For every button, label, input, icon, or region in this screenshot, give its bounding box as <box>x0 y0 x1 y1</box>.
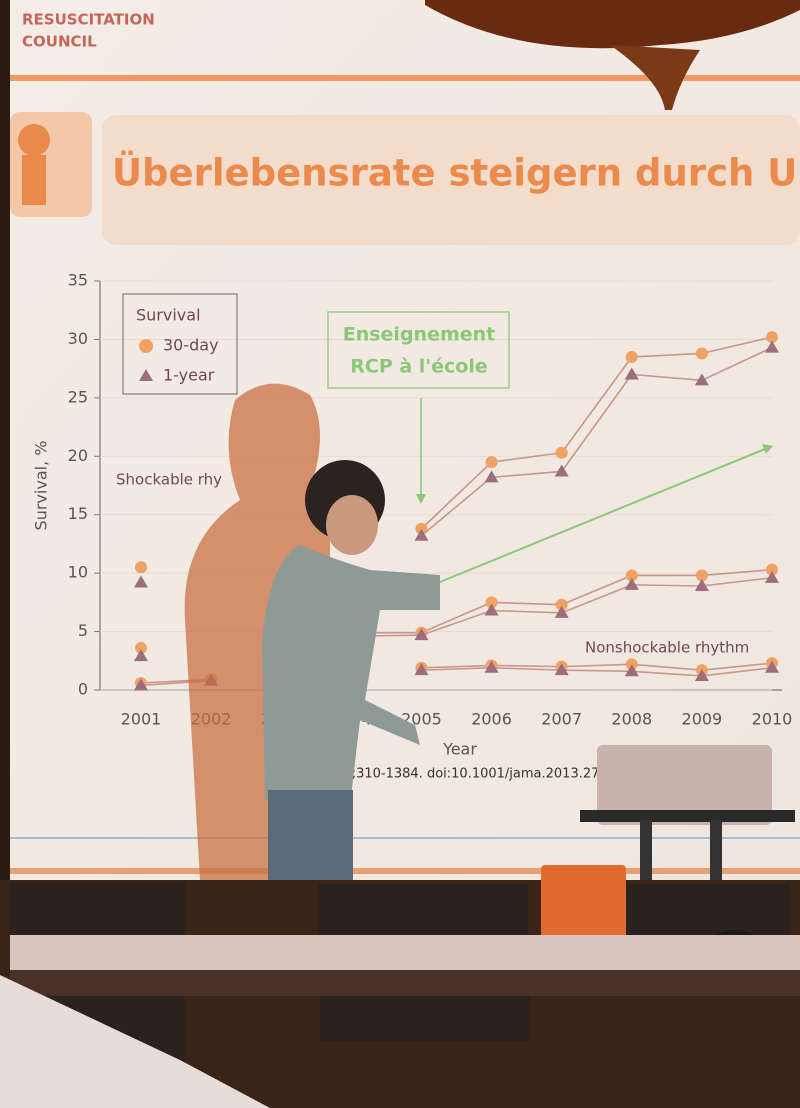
x-tick-label: 2008 <box>611 710 652 729</box>
legend-label: 1-year <box>163 366 215 385</box>
slide-icon <box>18 124 50 156</box>
presenter-face <box>326 495 378 555</box>
table <box>0 975 270 1108</box>
marker <box>695 569 708 582</box>
x-tick-label: 2006 <box>471 710 512 729</box>
marker <box>694 578 709 591</box>
group-label: Nonshockable rhythm <box>585 639 749 657</box>
marker <box>625 569 638 582</box>
legend-marker <box>139 339 153 353</box>
y-tick-label: 15 <box>68 504 88 523</box>
y-tick-label: 35 <box>68 271 88 290</box>
x-tick-label: 2007 <box>541 710 582 729</box>
slide-rule <box>10 75 800 81</box>
projector <box>597 745 772 825</box>
y-tick-label: 0 <box>78 680 88 699</box>
marker <box>624 367 639 380</box>
trend-arrow <box>762 444 773 454</box>
title-bar <box>102 115 800 245</box>
marker <box>625 658 638 671</box>
chair <box>320 996 530 1041</box>
x-axis-label: Year <box>442 740 477 759</box>
orange-case <box>541 865 626 940</box>
chandelier <box>610 45 700 110</box>
marker <box>625 350 638 363</box>
legend-title: Survival <box>136 306 201 325</box>
legend-marker <box>139 369 153 381</box>
marker <box>765 340 779 353</box>
slide-icon <box>22 155 46 205</box>
marker <box>554 663 569 676</box>
marker <box>135 561 147 574</box>
marker <box>554 464 569 477</box>
marker <box>766 563 778 576</box>
marker <box>554 605 569 618</box>
citation: JAMA. 2013;310-1384. doi:10.1001/jama.20… <box>277 767 632 782</box>
marker <box>134 649 148 662</box>
annotation: RCP à l'école <box>350 356 487 378</box>
y-tick-label: 30 <box>68 329 88 348</box>
legend-box <box>122 293 238 395</box>
marker <box>135 641 147 654</box>
marker <box>484 603 499 616</box>
marker <box>414 663 429 676</box>
marker <box>555 446 568 459</box>
x-tick-label: 2001 <box>121 710 162 729</box>
marker <box>766 331 778 344</box>
projector-stand <box>640 820 652 890</box>
y-tick-label: 10 <box>68 563 88 582</box>
table-edge <box>10 970 800 996</box>
marker <box>694 373 709 386</box>
marker <box>485 596 498 609</box>
org-name: COUNCIL <box>22 33 97 51</box>
marker <box>484 470 499 483</box>
marker <box>415 522 428 535</box>
series-line <box>420 346 773 537</box>
legend-label: 30-day <box>163 336 219 355</box>
annotation-arrow <box>416 494 426 504</box>
y-tick-label: 5 <box>78 621 88 640</box>
group-label: Shockable rhy <box>116 471 222 489</box>
slide-title: Überlebensrate steigern durch Unterr <box>112 151 800 195</box>
annotation: Enseignement <box>343 324 496 346</box>
trend-arrow <box>439 446 771 583</box>
marker <box>765 570 779 583</box>
x-tick-label: 2010 <box>752 710 793 729</box>
y-axis-label: Survival, % <box>32 441 51 531</box>
marker <box>484 660 499 673</box>
marker <box>624 664 639 677</box>
projector-stand <box>580 810 795 822</box>
projector-stand <box>710 820 722 890</box>
marker <box>414 628 429 641</box>
slide-rule <box>10 868 800 874</box>
marker <box>485 456 498 469</box>
marker <box>624 577 639 590</box>
marker <box>134 575 148 588</box>
marker <box>695 347 708 360</box>
series-line <box>420 336 773 530</box>
annotation-box <box>327 311 510 389</box>
marker <box>694 668 709 681</box>
chandelier <box>425 0 800 49</box>
org-name: RESUSCITATION <box>22 11 155 29</box>
marker <box>134 678 148 691</box>
table <box>10 935 800 975</box>
x-tick-label: 2009 <box>682 710 723 729</box>
marker <box>414 528 429 541</box>
marker <box>555 598 568 611</box>
y-tick-label: 20 <box>68 446 88 465</box>
y-tick-label: 25 <box>68 387 88 406</box>
marker <box>765 660 779 673</box>
presenter-body <box>262 545 440 805</box>
